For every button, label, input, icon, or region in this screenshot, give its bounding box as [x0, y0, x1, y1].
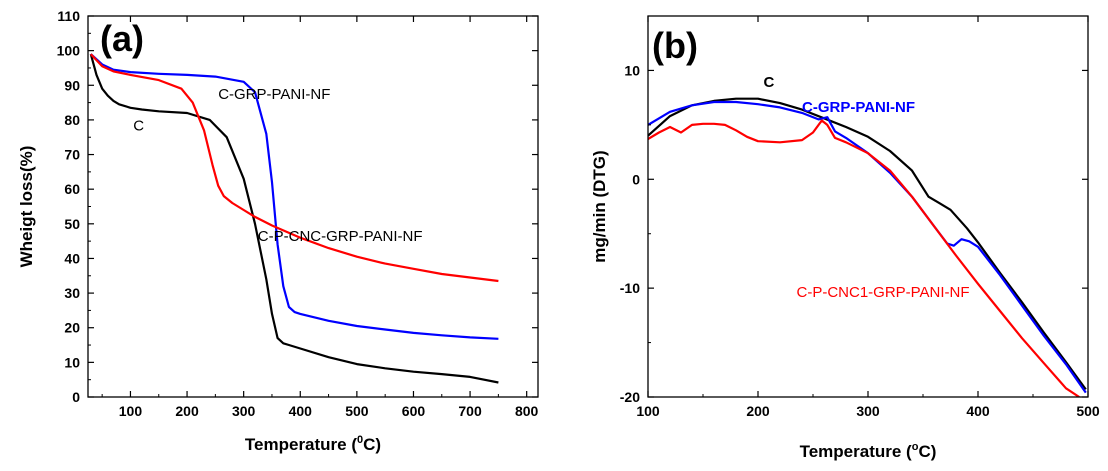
- panel-a: 100 200 300 400 500 600 700 800 0 10 20 30 40 50 60 70 8…: [17, 8, 539, 454]
- y-tick-label: 0: [72, 389, 80, 405]
- y-tick-label: -10: [620, 280, 640, 296]
- y-tick-label: 80: [64, 112, 80, 128]
- y-tick-label: 60: [64, 181, 80, 197]
- panel-label: (a): [100, 18, 144, 59]
- y-tick-label: 70: [64, 147, 80, 163]
- y-axis-label: Wheigt loss(%): [17, 146, 36, 268]
- series-annotation: C-GRP-PANI-NF: [802, 99, 915, 116]
- panel-b: 100 200 300 400 500 -20 -10 0 10 Temperature (oC)…: [590, 15, 1100, 461]
- y-tick-label: 10: [64, 354, 80, 370]
- x-tick-label: 500: [345, 403, 369, 419]
- series-line-3: [648, 119, 1080, 397]
- y-tick-label: 30: [64, 285, 80, 301]
- y-tick-label: 110: [57, 8, 80, 24]
- x-axis-label: Temperature (0C): [245, 434, 381, 454]
- x-tick-label: 300: [856, 403, 880, 419]
- x-tick-label: 400: [966, 403, 990, 419]
- y-tick-label: 40: [64, 250, 80, 266]
- series-annotation: C-P-CNC-GRP-PANI-NF: [258, 228, 423, 245]
- series-line-1: [89, 53, 499, 384]
- x-tick-label: 600: [402, 403, 426, 419]
- x-tick-label: 100: [636, 403, 660, 419]
- series-annotation: C-P-CNC1-GRP-PANI-NF: [797, 284, 970, 301]
- x-tick-label: 700: [458, 403, 482, 419]
- x-axis-label: Temperature (oC): [800, 441, 937, 461]
- x-tick-label: 200: [746, 403, 770, 419]
- series-annotation: C: [133, 117, 144, 134]
- y-axis-label: mg/min (DTG): [590, 150, 609, 262]
- y-tick-label: 20: [64, 320, 80, 336]
- x-tick-label: 100: [119, 403, 143, 419]
- y-tick-label: 100: [57, 43, 81, 59]
- y-tick-label: -20: [620, 389, 640, 405]
- x-tick-label: 400: [289, 403, 313, 419]
- y-tick-label: 90: [64, 77, 80, 93]
- x-tick-label: 500: [1076, 403, 1100, 419]
- series-annotation: C: [764, 74, 775, 91]
- y-tick-label: 10: [624, 62, 640, 78]
- x-tick-label: 300: [232, 403, 256, 419]
- series-line-2: [90, 53, 499, 340]
- y-tick-label: 0: [632, 171, 640, 187]
- series-line-2: [648, 100, 1087, 394]
- x-tick-label: 800: [515, 403, 539, 419]
- x-tick-label: 200: [175, 403, 199, 419]
- y-tick-label: 50: [64, 216, 80, 232]
- panel-label: (b): [652, 25, 698, 66]
- series-line-3: [89, 53, 499, 283]
- series-annotation: C-GRP-PANI-NF: [218, 86, 330, 103]
- series-line-1: [648, 97, 1087, 391]
